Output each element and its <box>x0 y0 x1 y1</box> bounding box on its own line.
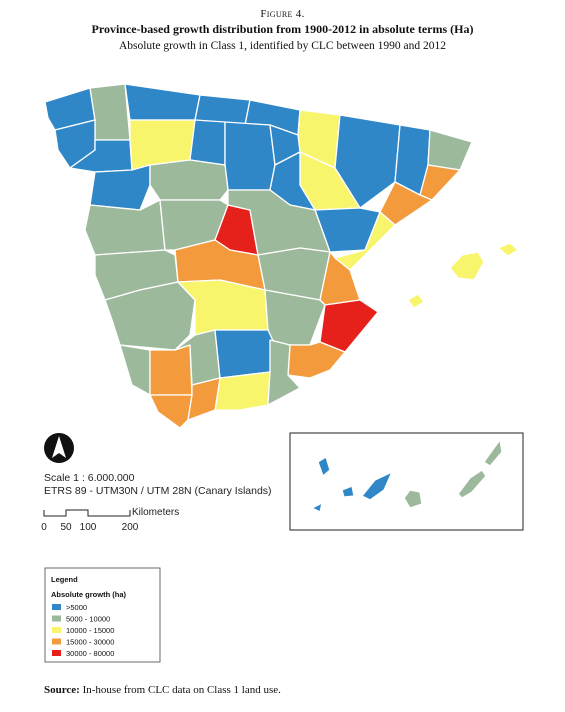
source-label: Source: <box>44 684 80 696</box>
province <box>104 281 196 351</box>
province <box>419 164 461 201</box>
island <box>457 469 487 499</box>
province <box>189 119 226 166</box>
legend-subtitle: Absolute growth (ha) <box>51 590 126 599</box>
island <box>341 485 355 498</box>
island <box>403 489 423 509</box>
scale-label: 50 <box>60 522 72 533</box>
province <box>334 114 401 209</box>
legend-swatch <box>52 638 61 645</box>
legend-swatch <box>52 650 61 656</box>
province <box>214 329 276 379</box>
scale-label: 100 <box>80 522 97 533</box>
figure-label: Figure 4. <box>260 8 305 20</box>
legend-swatch <box>52 615 61 622</box>
province <box>224 121 276 191</box>
province <box>319 299 379 353</box>
province <box>214 371 271 411</box>
legend-label: 15000 - 30000 <box>66 638 114 647</box>
north-arrow-head <box>52 436 66 458</box>
scale-unit: Kilometers <box>132 507 179 518</box>
legend-title: Legend <box>51 575 78 584</box>
province <box>379 181 433 226</box>
scale-label: 0 <box>41 522 47 533</box>
province <box>267 339 301 406</box>
map-scale: Scale 1 : 6.000.000 <box>44 472 135 484</box>
figure-subtitle: Absolute growth in Class 1, identified b… <box>118 40 447 52</box>
legend-swatch <box>52 604 61 610</box>
island <box>497 242 519 257</box>
island <box>449 251 485 281</box>
legend-label: 30000 - 80000 <box>66 649 114 658</box>
provinces <box>44 83 519 429</box>
island <box>483 439 503 467</box>
source-text: In-house from CLC data on Class 1 land u… <box>82 684 281 696</box>
province <box>89 164 151 211</box>
province <box>89 83 131 141</box>
inset-frame <box>289 432 524 531</box>
source-note: Source: In-house from CLC data on Class … <box>44 684 281 696</box>
province <box>149 159 229 201</box>
island <box>407 293 425 309</box>
province <box>427 129 473 171</box>
scale-bar <box>43 509 131 517</box>
province <box>334 211 396 271</box>
figure-header: Figure 4. Province-based growth distribu… <box>0 8 565 52</box>
canary-islands <box>311 439 503 513</box>
province <box>84 199 166 256</box>
legend-swatch <box>52 627 61 633</box>
province <box>149 394 193 429</box>
island <box>361 471 393 501</box>
province <box>187 377 221 421</box>
province <box>149 344 193 396</box>
province <box>119 344 151 396</box>
scale-bar-labels: Kilometers 0 50 100 200 <box>41 507 179 533</box>
figure-title: Province-based growth distribution from … <box>91 22 474 36</box>
legend-label: 5000 - 10000 <box>66 615 110 624</box>
province <box>124 83 201 121</box>
legend-box <box>44 567 161 663</box>
scale-label: 200 <box>122 522 139 533</box>
island <box>317 456 331 477</box>
legend: Legend Absolute growth (ha) >5000 5000 - … <box>51 575 126 658</box>
island <box>311 502 323 513</box>
map-projection: ETRS 89 - UTM30N / UTM 28N (Canary Islan… <box>44 485 272 497</box>
legend-label: >5000 <box>66 603 87 612</box>
legend-label: 10000 - 15000 <box>66 626 114 635</box>
